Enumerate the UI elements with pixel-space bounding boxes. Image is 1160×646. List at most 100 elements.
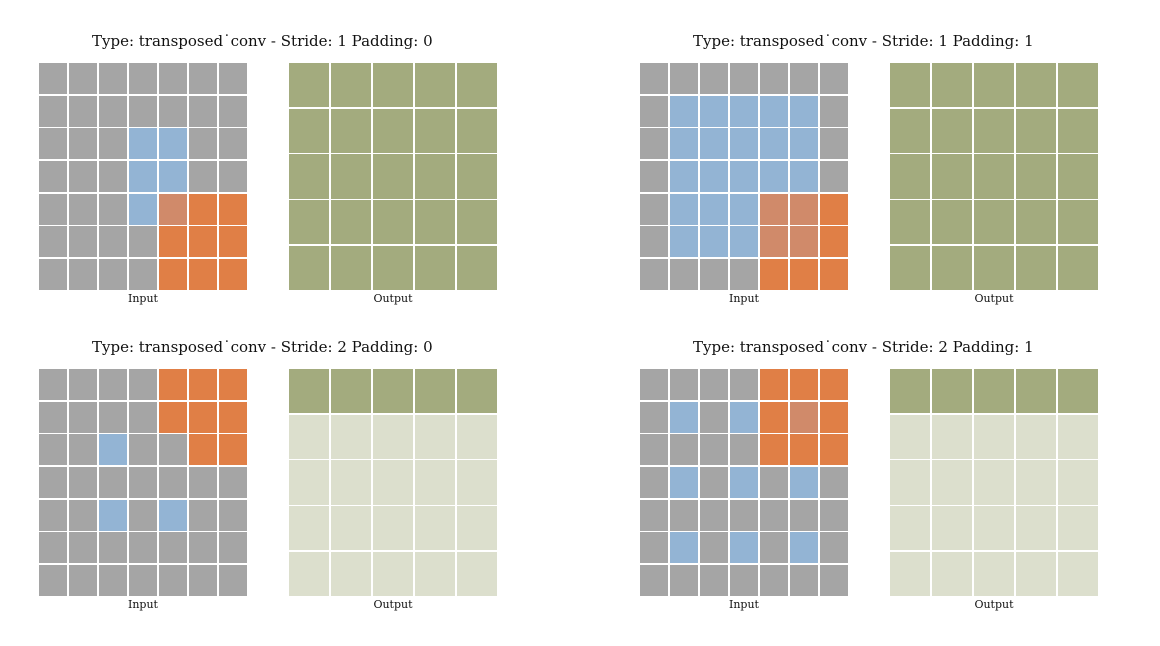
kernel-cell <box>158 401 188 433</box>
input-label: Input <box>128 598 158 611</box>
input-cell <box>729 401 759 433</box>
input-cell <box>128 193 158 225</box>
padding-cell <box>640 466 669 499</box>
input-cell <box>729 193 759 225</box>
padding-cell <box>39 160 68 193</box>
input-cell <box>699 226 729 258</box>
input-cell <box>789 95 819 127</box>
padding-cell <box>39 369 68 401</box>
padding-cell <box>158 95 188 127</box>
kernel-cell <box>218 401 247 433</box>
input-cell <box>759 95 789 127</box>
padding-cell <box>188 160 218 193</box>
output-cell-pending <box>456 551 497 596</box>
padding-cell <box>819 160 848 193</box>
output-cell-computed <box>973 245 1015 290</box>
padding-cell <box>218 499 247 531</box>
output-cell-computed <box>931 63 973 108</box>
output-cell-pending <box>890 551 931 596</box>
output-cell-pending <box>372 551 414 596</box>
padding-cell <box>39 401 68 433</box>
padding-cell <box>640 63 669 95</box>
padding-cell <box>128 564 158 596</box>
input-cell <box>729 160 759 193</box>
padding-cell <box>98 564 128 596</box>
padding-cell <box>188 128 218 160</box>
input-cell <box>158 499 188 531</box>
padding-cell <box>789 499 819 531</box>
padding-cell <box>729 369 759 401</box>
output-cell-computed <box>330 108 372 153</box>
padding-cell <box>98 128 128 160</box>
output-cell-computed <box>289 200 330 245</box>
output-cell-pending <box>330 551 372 596</box>
padding-cell <box>98 401 128 433</box>
padding-cell <box>218 63 247 95</box>
overlap-cell <box>759 226 789 258</box>
kernel-cell <box>759 258 789 290</box>
padding-cell <box>68 369 98 401</box>
output-cell-computed <box>372 369 414 414</box>
padding-cell <box>39 434 68 466</box>
output-cell-pending <box>1015 506 1057 551</box>
output-cell-pending <box>931 414 973 459</box>
padding-cell <box>699 401 729 433</box>
padding-cell <box>158 63 188 95</box>
output-cell-computed <box>289 63 330 108</box>
padding-cell <box>669 369 699 401</box>
kernel-cell <box>158 258 188 290</box>
output-cell-computed <box>890 200 931 245</box>
output-cell-computed <box>1057 154 1098 199</box>
output-cell-computed <box>414 154 456 199</box>
output-cell-computed <box>890 154 931 199</box>
output-cell-computed <box>330 200 372 245</box>
padding-cell <box>699 466 729 499</box>
output-cell-computed <box>973 108 1015 153</box>
overlap-cell <box>789 401 819 433</box>
output-cell-pending <box>289 414 330 459</box>
output-label: Output <box>974 292 1014 305</box>
output-cell-pending <box>931 506 973 551</box>
padding-cell <box>640 401 669 433</box>
input-cell <box>789 160 819 193</box>
padding-cell <box>669 258 699 290</box>
padding-cell <box>640 128 669 160</box>
padding-cell <box>39 258 68 290</box>
input-cell <box>128 160 158 193</box>
input-cell <box>789 532 819 564</box>
output-cell-computed <box>931 200 973 245</box>
output-cell-computed <box>414 245 456 290</box>
padding-cell <box>39 128 68 160</box>
padding-cell <box>98 193 128 225</box>
output-cell-computed <box>973 154 1015 199</box>
kernel-cell <box>819 434 848 466</box>
padding-cell <box>128 401 158 433</box>
padding-cell <box>699 564 729 596</box>
output-cell-pending <box>330 414 372 459</box>
output-cell-computed <box>414 63 456 108</box>
output-cell-computed <box>330 245 372 290</box>
output-cell-computed <box>456 200 497 245</box>
output-grid <box>289 369 497 596</box>
output-cell-computed <box>1015 245 1057 290</box>
kernel-cell <box>218 258 247 290</box>
padding-cell <box>218 128 247 160</box>
padding-cell <box>39 63 68 95</box>
padding-cell <box>789 63 819 95</box>
padding-cell <box>640 564 669 596</box>
kernel-cell <box>759 369 789 401</box>
input-cell <box>789 466 819 499</box>
input-cell <box>759 160 789 193</box>
output-cell-computed <box>1057 245 1098 290</box>
padding-cell <box>218 564 247 596</box>
kernel-cell <box>158 226 188 258</box>
input-cell <box>669 401 699 433</box>
padding-cell <box>128 258 158 290</box>
padding-cell <box>98 226 128 258</box>
kernel-cell <box>819 401 848 433</box>
output-grid <box>289 63 497 290</box>
kernel-cell <box>759 401 789 433</box>
padding-cell <box>729 564 759 596</box>
padding-cell <box>39 226 68 258</box>
padding-cell <box>699 434 729 466</box>
